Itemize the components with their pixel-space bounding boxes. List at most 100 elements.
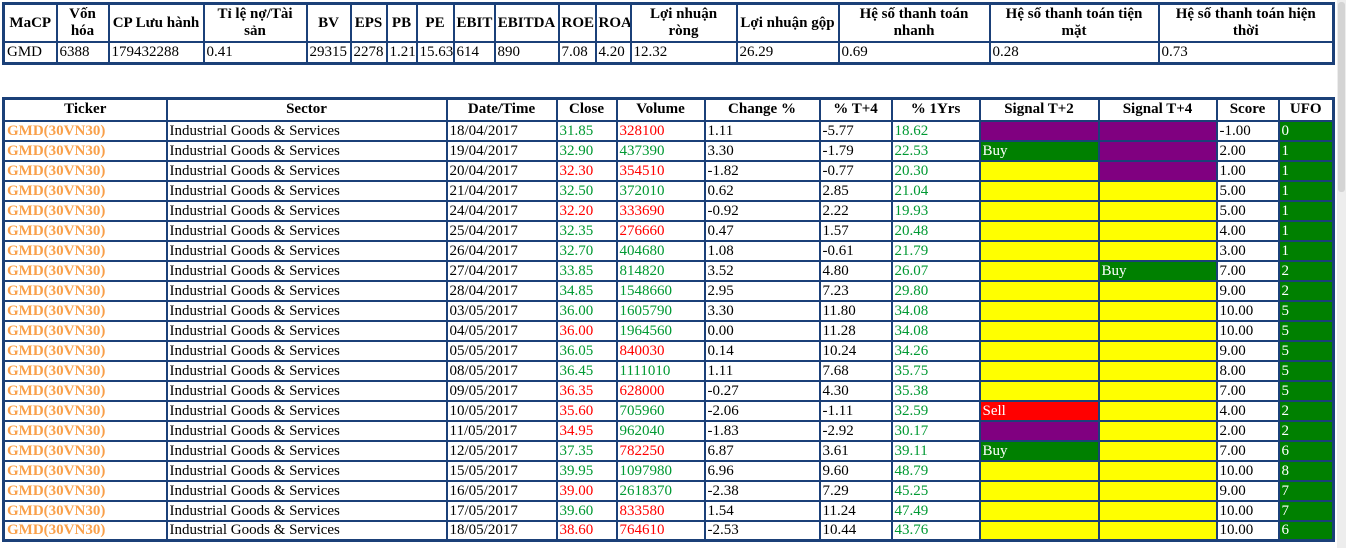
signal-t2-cell: [978, 299, 1100, 322]
table-row: GMD(30VN30) Industrial Goods & Services 16…: [2, 479, 1335, 502]
change-pct-cell: 2.95: [703, 279, 821, 302]
date-cell: 24/04/2017: [445, 199, 558, 222]
signal-t4-cell: [1097, 359, 1218, 382]
change-pct-cell: 3.30: [703, 139, 821, 162]
ticker-cell[interactable]: GMD(30VN30): [2, 259, 168, 282]
signal-t4-cell: Buy: [1097, 259, 1218, 282]
ufo-cell: 1: [1277, 159, 1335, 182]
volume-cell: 705960: [615, 399, 706, 422]
ticker-cell[interactable]: GMD(30VN30): [2, 279, 168, 302]
volume-cell: 782250: [615, 439, 706, 462]
ticker-cell[interactable]: GMD(30VN30): [2, 379, 168, 402]
table-row: GMD(30VN30) Industrial Goods & Services 03…: [2, 299, 1335, 322]
signal-t4-cell: [1097, 239, 1218, 262]
signal-t2-cell: [978, 379, 1100, 402]
fundamentals-value: 0.28: [988, 41, 1160, 64]
signal-t4-cell: [1097, 399, 1218, 422]
change-pct-cell: -0.27: [703, 379, 821, 402]
change-pct-cell: -2.38: [703, 479, 821, 502]
column-header: % 1Yrs: [890, 97, 981, 122]
ticker-cell[interactable]: GMD(30VN30): [2, 219, 168, 242]
pct-t4-cell: 7.23: [818, 279, 893, 302]
column-header: UFO: [1277, 97, 1335, 122]
ufo-cell: 5: [1277, 339, 1335, 362]
ticker-cell[interactable]: GMD(30VN30): [2, 519, 168, 542]
ufo-cell: 2: [1277, 259, 1335, 282]
score-cell: 2.00: [1215, 139, 1280, 162]
ticker-cell[interactable]: GMD(30VN30): [2, 299, 168, 322]
ticker-cell[interactable]: GMD(30VN30): [2, 139, 168, 162]
change-pct-cell: 0.00: [703, 319, 821, 342]
column-header: Volume: [615, 97, 706, 122]
pct-t4-cell: 2.22: [818, 199, 893, 222]
ufo-cell: 2: [1277, 279, 1335, 302]
signal-t2-cell: [978, 359, 1100, 382]
volume-cell: 628000: [615, 379, 706, 402]
ticker-cell[interactable]: GMD(30VN30): [2, 319, 168, 342]
signal-t2-cell: [978, 339, 1100, 362]
volume-cell: 1964560: [615, 319, 706, 342]
ticker-cell[interactable]: GMD(30VN30): [2, 499, 168, 522]
close-cell: 32.35: [555, 219, 618, 242]
sector-cell: Industrial Goods & Services: [165, 439, 448, 462]
change-pct-cell: 1.11: [703, 359, 821, 382]
score-cell: 9.00: [1215, 279, 1280, 302]
scrollbar-thumb[interactable]: [1338, 2, 1345, 192]
date-cell: 25/04/2017: [445, 219, 558, 242]
ticker-cell[interactable]: GMD(30VN30): [2, 179, 168, 202]
volume-cell: 764610: [615, 519, 706, 542]
ticker-cell[interactable]: GMD(30VN30): [2, 419, 168, 442]
change-pct-cell: 0.62: [703, 179, 821, 202]
close-cell: 34.85: [555, 279, 618, 302]
change-pct-cell: -2.53: [703, 519, 821, 542]
ticker-cell[interactable]: GMD(30VN30): [2, 159, 168, 182]
sector-cell: Industrial Goods & Services: [165, 159, 448, 182]
ticker-cell[interactable]: GMD(30VN30): [2, 239, 168, 262]
pct-1yrs-cell: 35.75: [890, 359, 981, 382]
table-row: GMD(30VN30) Industrial Goods & Services 18…: [2, 119, 1335, 142]
table-row: GMD(30VN30) Industrial Goods & Services 18…: [2, 519, 1335, 542]
volume-cell: 1097980: [615, 459, 706, 482]
sector-cell: Industrial Goods & Services: [165, 359, 448, 382]
sector-cell: Industrial Goods & Services: [165, 459, 448, 482]
column-header: Score: [1215, 97, 1280, 122]
volume-cell: 404680: [615, 239, 706, 262]
ticker-cell[interactable]: GMD(30VN30): [2, 439, 168, 462]
volume-cell: 437390: [615, 139, 706, 162]
score-cell: 8.00: [1215, 359, 1280, 382]
vertical-scrollbar[interactable]: [1337, 0, 1346, 548]
change-pct-cell: 3.52: [703, 259, 821, 282]
volume-cell: 1605790: [615, 299, 706, 322]
pct-t4-cell: 1.57: [818, 219, 893, 242]
ticker-cell[interactable]: GMD(30VN30): [2, 459, 168, 482]
change-pct-cell: -0.92: [703, 199, 821, 222]
score-cell: 4.00: [1215, 399, 1280, 422]
pct-1yrs-cell: 34.08: [890, 319, 981, 342]
fundamentals-value: 4.20: [594, 41, 632, 64]
score-cell: 10.00: [1215, 459, 1280, 482]
fundamentals-header: Hệ số thanh toán tiện mặt: [988, 2, 1160, 43]
table-row: GMD(30VN30) Industrial Goods & Services 15…: [2, 459, 1335, 482]
fundamentals-header: EBIT: [452, 2, 496, 43]
fundamentals-value: 26.29: [735, 41, 840, 64]
table-row: GMD(30VN30) Industrial Goods & Services 27…: [2, 259, 1335, 282]
ticker-cell[interactable]: GMD(30VN30): [2, 199, 168, 222]
date-cell: 18/04/2017: [445, 119, 558, 142]
pct-t4-cell: -2.92: [818, 419, 893, 442]
pct-t4-cell: 10.24: [818, 339, 893, 362]
ticker-cell[interactable]: GMD(30VN30): [2, 359, 168, 382]
ufo-cell: 7: [1277, 479, 1335, 502]
close-cell: 32.90: [555, 139, 618, 162]
ticker-cell[interactable]: GMD(30VN30): [2, 119, 168, 142]
pct-1yrs-cell: 35.38: [890, 379, 981, 402]
close-cell: 32.50: [555, 179, 618, 202]
ticker-cell[interactable]: GMD(30VN30): [2, 399, 168, 422]
ticker-cell[interactable]: GMD(30VN30): [2, 479, 168, 502]
ufo-cell: 1: [1277, 179, 1335, 202]
signal-t2-cell: [978, 519, 1100, 542]
score-cell: 7.00: [1215, 439, 1280, 462]
ticker-cell[interactable]: GMD(30VN30): [2, 339, 168, 362]
fundamentals-header: Hệ số thanh toán hiện thời: [1157, 2, 1335, 43]
pct-t4-cell: 11.24: [818, 499, 893, 522]
signal-t2-cell: [978, 239, 1100, 262]
